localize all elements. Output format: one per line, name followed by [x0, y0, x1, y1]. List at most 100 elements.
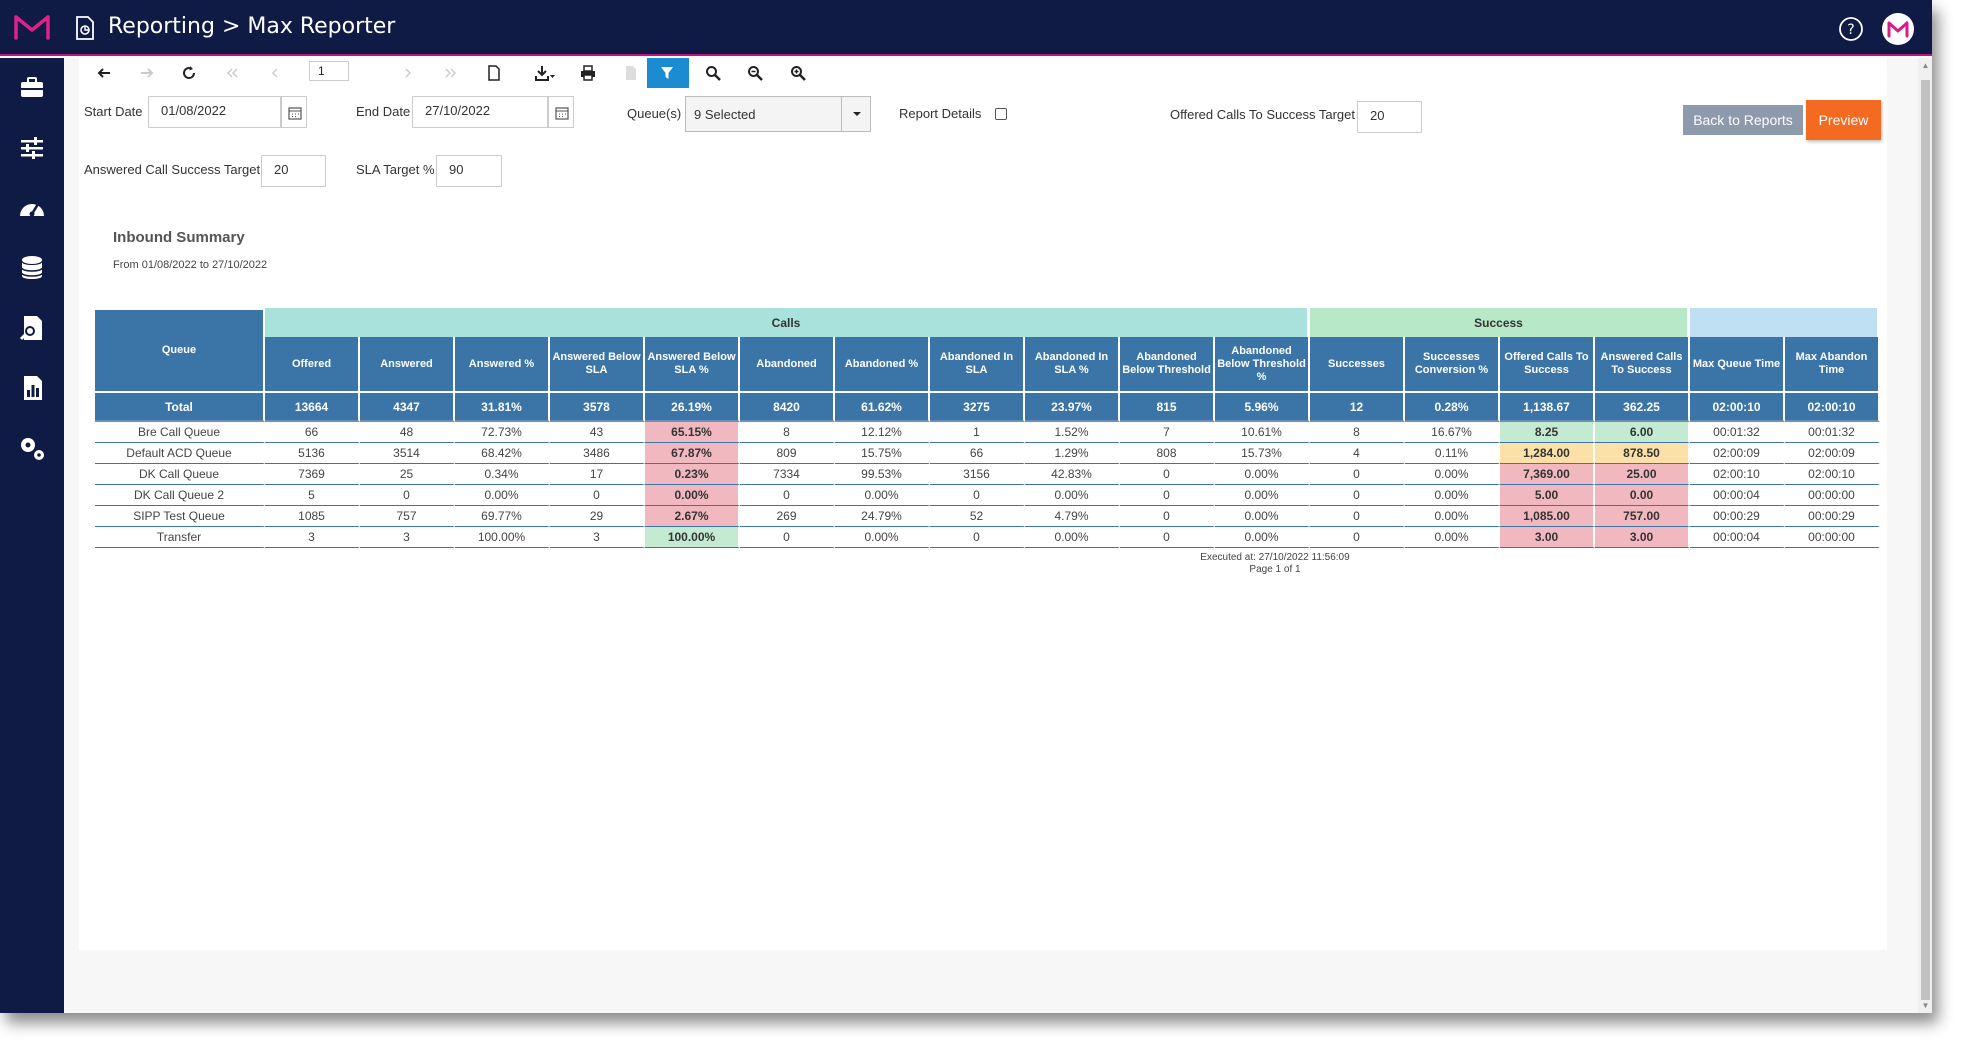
sla-target-input[interactable]: 90: [436, 155, 502, 187]
refresh-button[interactable]: [169, 58, 209, 88]
table-cell: 0.00%: [1405, 506, 1500, 527]
help-icon[interactable]: ?: [1838, 16, 1864, 42]
column-header[interactable]: Max Abandon Time: [1785, 337, 1880, 393]
end-date-input[interactable]: 27/10/2022: [412, 96, 548, 128]
column-header[interactable]: Answered %: [455, 337, 550, 393]
scroll-down-icon[interactable]: ▼: [1921, 1001, 1930, 1010]
vertical-scrollbar[interactable]: ▲ ▼: [1918, 58, 1932, 1013]
table-cell: 808: [1120, 443, 1215, 464]
column-header[interactable]: Abandoned %: [835, 337, 930, 393]
start-date-input[interactable]: 01/08/2022: [148, 96, 281, 128]
offered-target-input[interactable]: 20: [1357, 101, 1422, 133]
print-button[interactable]: [568, 58, 608, 88]
table-cell: 1.29%: [1025, 443, 1120, 464]
table-cell: 00:00:00: [1785, 527, 1880, 548]
total-cell: 3578: [550, 393, 645, 422]
table-cell: 0: [1120, 527, 1215, 548]
next-page-button[interactable]: [388, 58, 428, 88]
queue-name-cell: DK Call Queue: [95, 464, 265, 485]
table-cell: 0.11%: [1405, 443, 1500, 464]
scroll-thumb[interactable]: [1921, 80, 1930, 1000]
zoom-in-button[interactable]: [778, 58, 818, 88]
print-page-button[interactable]: [611, 58, 651, 88]
filter-button[interactable]: [647, 58, 689, 88]
export-button[interactable]: [523, 58, 567, 88]
table-cell: 00:00:29: [1690, 506, 1785, 527]
report-title: Inbound Summary: [113, 229, 245, 246]
database-icon[interactable]: [16, 252, 48, 284]
table-cell: 4: [1310, 443, 1405, 464]
queue-name-cell: SIPP Test Queue: [95, 506, 265, 527]
sliders-icon[interactable]: [16, 132, 48, 164]
end-date-calendar-button[interactable]: [548, 96, 574, 128]
briefcase-icon[interactable]: [16, 72, 48, 104]
table-cell: 5.00: [1500, 485, 1595, 506]
table-cell: 0.00: [1595, 485, 1690, 506]
redo-button[interactable]: [127, 58, 167, 88]
table-cell: 0: [550, 485, 645, 506]
back-to-reports-button[interactable]: Back to Reports: [1683, 105, 1803, 135]
total-cell: 815: [1120, 393, 1215, 422]
settings-icon[interactable]: [16, 432, 48, 464]
queues-dropdown[interactable]: 9 Selected: [685, 96, 871, 132]
column-header[interactable]: Abandoned Below Threshold %: [1215, 337, 1310, 393]
table-cell: 29: [550, 506, 645, 527]
column-header[interactable]: Abandoned: [740, 337, 835, 393]
column-header[interactable]: Answered Calls To Success: [1595, 337, 1690, 393]
dropdown-caret[interactable]: [841, 97, 871, 131]
column-header[interactable]: Abandoned Below Threshold: [1120, 337, 1215, 393]
table-cell: 25: [360, 464, 455, 485]
column-header[interactable]: Answered Below SLA %: [645, 337, 740, 393]
page-number-input[interactable]: 1: [309, 61, 349, 81]
start-date-calendar-button[interactable]: [281, 96, 307, 128]
column-header[interactable]: Abandoned In SLA %: [1025, 337, 1120, 393]
document-icon: [488, 65, 500, 81]
first-page-button[interactable]: [212, 58, 252, 88]
max-logo-icon[interactable]: [14, 14, 50, 40]
table-cell: 0.00%: [645, 485, 740, 506]
table-row: DK Call Queue 7369 25 0.34% 17 0.23% 7334 99.53…: [95, 464, 1880, 485]
answered-target-input[interactable]: 20: [261, 155, 326, 187]
total-cell: 0.28%: [1405, 393, 1500, 422]
table-cell: 66: [930, 443, 1025, 464]
undo-button[interactable]: [84, 58, 124, 88]
total-cell: Total: [95, 393, 265, 422]
table-cell: 0: [1310, 506, 1405, 527]
preview-button[interactable]: Preview: [1806, 100, 1881, 140]
last-page-button[interactable]: [431, 58, 471, 88]
table-cell: 757.00: [1595, 506, 1690, 527]
table-cell: 3486: [550, 443, 645, 464]
zoom-in-icon: [791, 66, 806, 81]
column-header[interactable]: Offered: [265, 337, 360, 393]
table-cell: 16.67%: [1405, 422, 1500, 443]
caret-down-icon: [853, 112, 861, 116]
column-header[interactable]: Successes: [1310, 337, 1405, 393]
search-button[interactable]: [693, 58, 733, 88]
table-cell: 02:00:09: [1690, 443, 1785, 464]
queue-name-cell: Default ACD Queue: [95, 443, 265, 464]
column-header[interactable]: Abandoned In SLA: [930, 337, 1025, 393]
table-cell: 0.00%: [1405, 485, 1500, 506]
table-cell: 3156: [930, 464, 1025, 485]
total-cell: 4347: [360, 393, 455, 422]
table-cell: 0.00%: [1405, 464, 1500, 485]
report-search-icon[interactable]: [16, 312, 48, 344]
column-header[interactable]: Successes Conversion %: [1405, 337, 1500, 393]
print-layout-button[interactable]: [474, 58, 514, 88]
table-cell: 69.77%: [455, 506, 550, 527]
table-cell: 2.67%: [645, 506, 740, 527]
table-cell: 02:00:10: [1690, 464, 1785, 485]
column-header[interactable]: Offered Calls To Success: [1500, 337, 1595, 393]
zoom-out-button[interactable]: [735, 58, 775, 88]
column-header[interactable]: Answered Below SLA: [550, 337, 645, 393]
report-details-checkbox[interactable]: [995, 108, 1007, 120]
table-cell: 0.00%: [455, 485, 550, 506]
chart-file-icon[interactable]: [16, 372, 48, 404]
scroll-up-icon[interactable]: ▲: [1921, 61, 1930, 70]
queues-label: Queue(s): [627, 106, 682, 121]
dashboard-icon[interactable]: [16, 192, 48, 224]
column-header[interactable]: Max Queue Time: [1690, 337, 1785, 393]
column-header[interactable]: Answered: [360, 337, 455, 393]
previous-page-button[interactable]: [255, 58, 295, 88]
user-avatar[interactable]: [1882, 13, 1914, 45]
